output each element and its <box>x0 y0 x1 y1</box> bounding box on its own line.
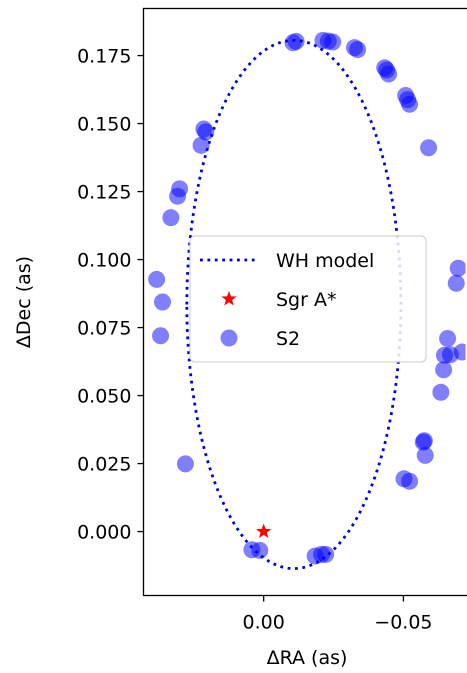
s2-point <box>324 33 341 50</box>
s2-point <box>349 41 366 58</box>
s2-point <box>177 455 194 472</box>
x-tick-label: −0.05 <box>374 612 432 634</box>
y-tick-label: 0.050 <box>77 386 131 408</box>
y-tick-label: 0.150 <box>77 114 131 136</box>
s2-point <box>450 260 467 277</box>
s2-point <box>435 361 452 378</box>
legend-wh-model-label: WH model <box>276 250 374 272</box>
s2-point <box>154 294 171 311</box>
s2-point <box>288 33 305 50</box>
y-tick-label: 0.000 <box>77 522 131 544</box>
s2-point <box>401 473 418 490</box>
y-tick-label: 0.025 <box>77 454 131 476</box>
legend-sgr-label: Sgr A* <box>276 289 336 311</box>
y-tick-label: 0.100 <box>77 250 131 272</box>
s2-point <box>416 432 433 449</box>
s2-point <box>251 542 268 559</box>
s2-point <box>148 271 165 288</box>
s2-point <box>439 330 456 347</box>
y-axis-label: ΔDec (as) <box>13 256 35 348</box>
s2-point <box>380 66 397 83</box>
y-tick-label: 0.175 <box>77 46 131 68</box>
s2-point <box>169 188 186 205</box>
legend-s2-swatch <box>221 330 238 347</box>
s2-point <box>401 96 418 113</box>
legend: WH model Sgr A* S2 <box>190 236 426 362</box>
x-tick-label: 0.00 <box>243 612 285 634</box>
s2-point <box>162 209 179 226</box>
y-tick-label: 0.125 <box>77 182 131 204</box>
s2-point <box>152 327 169 344</box>
x-axis-label: ΔRA (as) <box>267 647 348 669</box>
y-tick-label: 0.075 <box>77 318 131 340</box>
s2-point <box>448 275 465 292</box>
legend-s2-label: S2 <box>276 328 300 350</box>
s2-point <box>420 139 437 156</box>
s2-point <box>432 384 449 401</box>
s2-point <box>317 546 334 563</box>
s2-point <box>193 137 210 154</box>
